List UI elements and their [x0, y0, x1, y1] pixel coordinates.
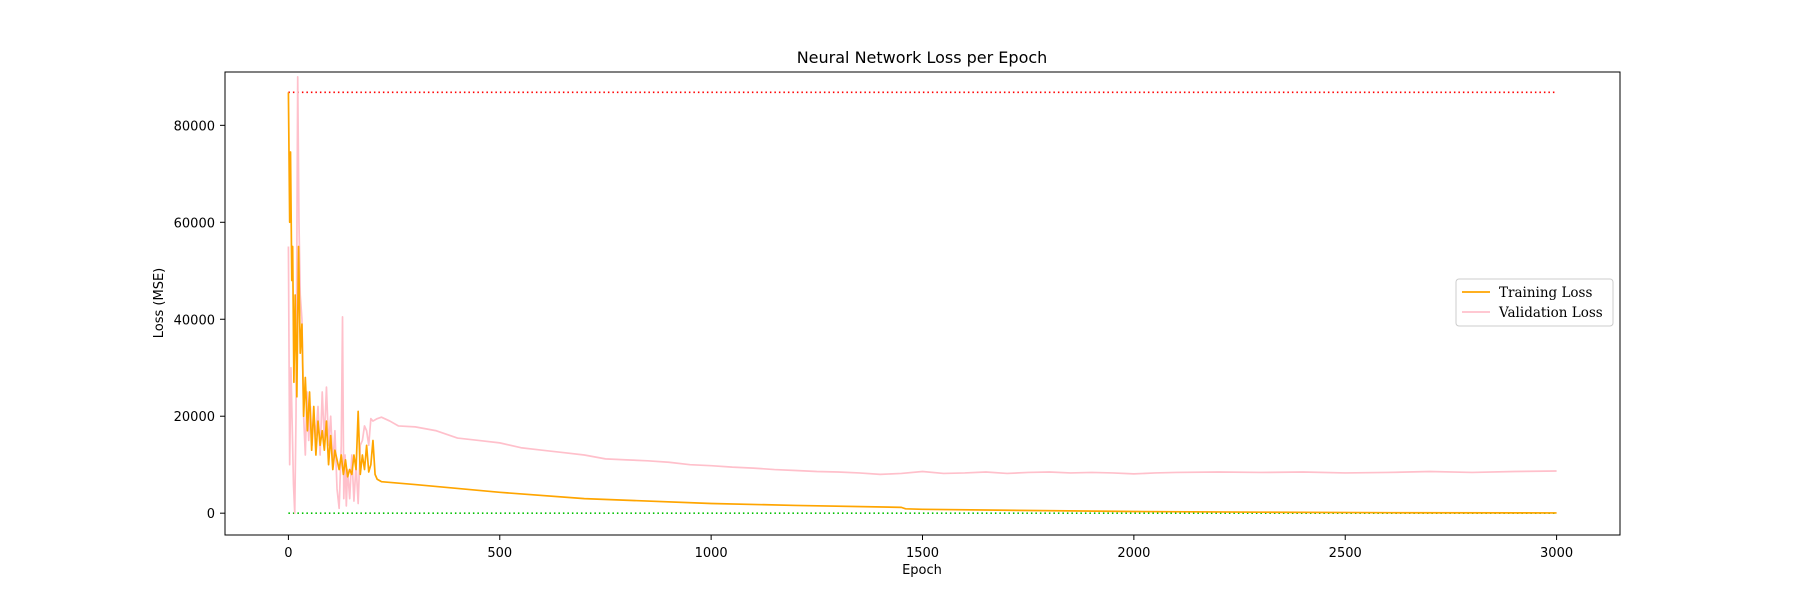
- legend-label-validation: Validation Loss: [1498, 305, 1603, 321]
- legend-label-training: Training Loss: [1499, 285, 1592, 301]
- x-tick-label: 500: [487, 546, 512, 561]
- series-group: [287, 75, 1557, 515]
- y-axis: 0 20000 40000 60000 80000: [174, 119, 225, 522]
- y-tick-label: 0: [207, 507, 215, 522]
- legend: Training Loss Validation Loss: [1455, 278, 1614, 327]
- x-axis-label: Epoch: [902, 563, 942, 578]
- chart-title: Neural Network Loss per Epoch: [797, 48, 1048, 67]
- y-tick-label: 20000: [174, 410, 215, 425]
- x-tick-label: 1000: [695, 546, 728, 561]
- x-tick-label: 3000: [1540, 546, 1573, 561]
- legend-box: [1455, 278, 1614, 327]
- x-tick-label: 2500: [1329, 546, 1362, 561]
- x-axis: 0 500 1000 1500 2000 2500 3000: [284, 535, 1573, 561]
- series-line-training-loss: [287, 92, 1557, 514]
- y-tick-label: 40000: [174, 313, 215, 328]
- y-tick-label: 80000: [174, 119, 215, 134]
- y-tick-label: 60000: [174, 216, 215, 231]
- x-tick-label: 0: [284, 546, 292, 561]
- y-axis-label: Loss (MSE): [152, 268, 167, 338]
- x-tick-label: 2000: [1117, 546, 1150, 561]
- x-tick-label: 1500: [906, 546, 939, 561]
